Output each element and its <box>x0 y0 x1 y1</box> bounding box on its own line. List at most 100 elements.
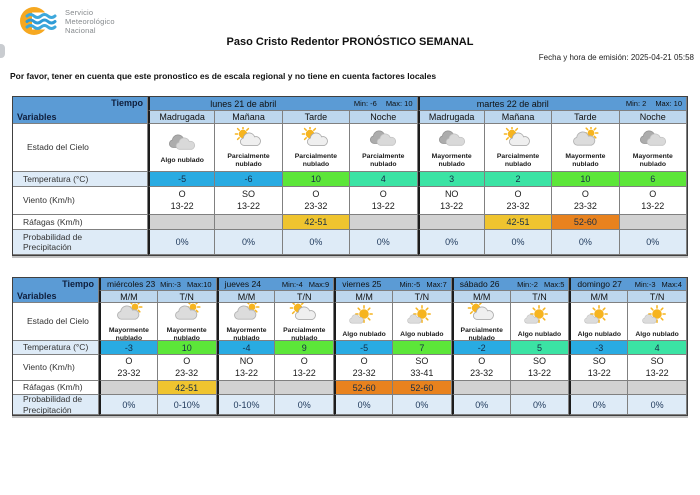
row-label-text: Estado del Cielo <box>27 316 89 327</box>
sky-condition-label: Mayormente nublado <box>226 326 267 341</box>
wind-speed: 13-22 <box>237 200 261 211</box>
row-label: Viento (Km/h) <box>13 355 99 381</box>
time-header: M/M <box>451 291 511 303</box>
day-min: Min:-2 <box>517 279 538 289</box>
sky-cell: Mayormente nublado <box>619 124 687 172</box>
sky-cell: Mayormente nublado <box>216 303 276 341</box>
row-label: Viento (Km/h) <box>13 187 148 215</box>
night-clouds-icon <box>165 131 199 157</box>
wind-speed: 13-22 <box>292 367 316 378</box>
sky-condition-label: Parcialmente nublado <box>496 152 540 168</box>
logo-text-line1: Servicio <box>65 8 94 17</box>
wind-direction: O <box>649 189 657 200</box>
gust-cell: 42-51 <box>484 215 553 230</box>
sky-cell: Mayormente nublado <box>99 303 158 341</box>
day-max: Max:10 <box>186 279 212 289</box>
day-header: martes 22 de abril Min: 2 Max: 10 <box>417 97 687 111</box>
sky-condition-label: Algo nublado <box>342 330 386 338</box>
mostly-cloudy-icon <box>170 303 204 327</box>
precipitation-cell: 0% <box>552 230 620 255</box>
temperature-cell: -5 <box>334 341 393 355</box>
night-clouds-icon <box>636 127 670 153</box>
row-label: Ráfagas (Km/h) <box>13 381 99 395</box>
time-header: Madrugada <box>417 111 485 124</box>
day-header: viernes 25 Min:-5 Max:7 <box>334 278 452 291</box>
sky-cell: Parcialmente nublado <box>451 303 511 341</box>
wind-direction: O <box>514 189 522 200</box>
wind-direction: O <box>360 356 368 367</box>
wind-direction: NO <box>239 356 254 367</box>
precipitation-cell: 0-10% <box>157 395 217 415</box>
left-edge-artifact <box>0 44 5 58</box>
wind-cell: O 23-32 <box>157 355 217 381</box>
day-max: Max:5 <box>543 279 565 289</box>
day-minmax: Min:-4 Max:9 <box>282 280 329 289</box>
forecast-table-days-3-7: Tiempo Variables miércoles 23 Min:-3 Max:10 M… <box>12 277 688 416</box>
wind-speed: 23-32 <box>304 200 328 211</box>
precipitation-cell: 0% <box>569 395 629 415</box>
day-max: Max:7 <box>426 279 447 289</box>
row-label: Probabilidad de Precipitación <box>13 230 148 255</box>
temperature-cell: -5 <box>148 172 216 187</box>
temperature-cell: 3 <box>417 172 485 187</box>
wind-cell: SO 13-22 <box>628 355 687 381</box>
smn-logo: Servicio Meteorológico Nacional <box>18 4 115 39</box>
day-header: miércoles 23 Min:-3 Max:10 <box>99 278 217 291</box>
day-minmax: Min:-3 Max:4 <box>635 280 682 289</box>
wind-cell: O 13-22 <box>275 355 335 381</box>
day-minmax: Min:-3 Max:10 <box>160 280 211 289</box>
sky-condition-label: Algo nublado <box>577 330 621 338</box>
partly-cloudy-icon <box>299 125 333 153</box>
sky-condition-label: Parcialmente nublado <box>362 152 405 168</box>
day-min: Min: 2 <box>625 99 647 108</box>
day-minmax: Min: 2 Max: 10 <box>626 99 682 108</box>
row-label-text: Probabilidad de Precipitación <box>23 231 83 252</box>
wind-speed: 13-22 <box>645 367 669 378</box>
time-header: M/M <box>216 291 276 303</box>
temperature-cell: 7 <box>392 341 452 355</box>
slightly-cloudy-icon <box>405 304 439 331</box>
time-header: T/N <box>392 291 452 303</box>
time-header: Tarde <box>282 111 351 124</box>
wind-cell: O 13-22 <box>148 187 216 215</box>
partly-cloudy-icon <box>232 125 266 153</box>
time-header: M/M <box>334 291 393 303</box>
sky-cell: Parcialmente nublado <box>215 124 283 172</box>
mostly-cloudy-icon <box>568 125 602 153</box>
forecast-table-days-1-2: Tiempo Variables lunes 21 de abril Min: -6 M… <box>12 96 688 256</box>
wind-speed: 23-32 <box>573 200 597 211</box>
wind-direction: O <box>300 356 308 367</box>
page-title: Paso Cristo Redentor PRONÓSTICO SEMANAL <box>226 36 474 48</box>
temperature-cell: 4 <box>350 172 418 187</box>
wind-cell: SO 33-41 <box>392 355 452 381</box>
wind-speed: 23-32 <box>506 200 530 211</box>
row-label-text: Probabilidad de Precipitación <box>23 395 83 415</box>
temperature-cell: 10 <box>552 172 620 187</box>
wind-direction: SO <box>242 189 256 200</box>
day-minmax: Min:-2 Max:5 <box>517 280 564 289</box>
wind-speed: 13-22 <box>587 367 611 378</box>
time-header: Madrugada <box>148 111 216 124</box>
precipitation-cell: 0% <box>392 395 452 415</box>
day-minmax: Min: -6 Max: 10 <box>354 99 413 108</box>
gust-cell <box>216 381 276 395</box>
wind-cell: O 23-32 <box>334 355 393 381</box>
sky-cell: Algo nublado <box>148 124 216 172</box>
day-name: jueves 24 <box>224 279 261 289</box>
night-clouds-icon <box>366 127 400 153</box>
wind-cell: O 13-22 <box>619 187 687 215</box>
sky-condition-label: Mayormente nublado <box>108 326 149 341</box>
sky-cell: Algo nublado <box>628 303 687 341</box>
time-header: Mañana <box>215 111 283 124</box>
row-label: Estado del Cielo <box>13 303 99 341</box>
day-min: Min: -6 <box>353 99 377 108</box>
tiempo-label: Tiempo <box>62 279 94 289</box>
day-header: domingo 27 Min:-3 Max:4 <box>569 278 687 291</box>
wind-direction: SO <box>532 356 546 367</box>
sky-cell: Parcialmente nublado <box>282 124 351 172</box>
emission-datetime: Fecha y hora de emisión: 2025-04-21 05:5… <box>538 53 694 62</box>
temperature-cell: 10 <box>157 341 217 355</box>
temperature-cell: 4 <box>628 341 687 355</box>
partly-cloudy-icon <box>287 303 321 327</box>
